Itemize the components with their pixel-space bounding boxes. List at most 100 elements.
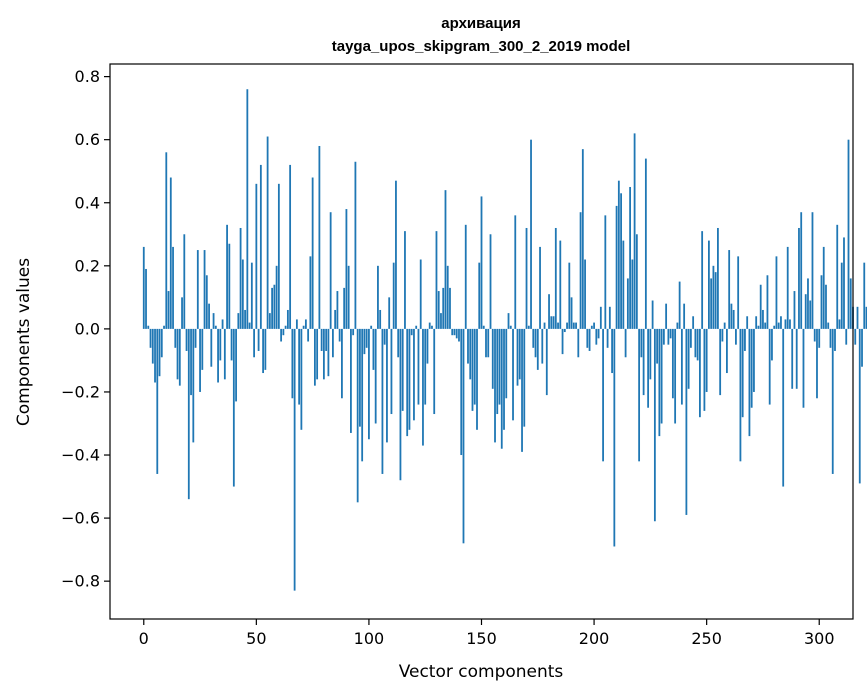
bar — [822, 246, 825, 329]
bar — [816, 328, 818, 399]
bar — [165, 152, 168, 329]
bar — [611, 328, 613, 374]
bar — [563, 328, 566, 333]
bar — [802, 328, 805, 408]
bar — [370, 325, 373, 329]
bar — [280, 328, 283, 342]
bar — [831, 328, 834, 474]
bar — [550, 316, 553, 329]
bar — [834, 328, 836, 351]
bar — [316, 328, 319, 380]
bar — [748, 328, 751, 437]
bar — [237, 313, 240, 329]
bar — [163, 325, 165, 329]
bar — [311, 177, 314, 329]
bar — [145, 268, 147, 329]
bar — [662, 328, 665, 345]
bar — [480, 196, 483, 329]
bar — [246, 89, 249, 329]
bar — [426, 328, 429, 364]
bar — [620, 193, 622, 329]
bar — [717, 227, 719, 329]
bar — [843, 237, 845, 329]
bar — [383, 328, 386, 345]
x-axis-ticks: 0 50 100 150 200 250 300 — [139, 619, 835, 648]
bar — [791, 328, 794, 389]
bar — [595, 328, 598, 345]
bar — [825, 284, 827, 329]
bar — [680, 328, 683, 405]
bar — [800, 212, 803, 329]
bar — [210, 328, 213, 367]
bar — [861, 328, 863, 367]
bar — [714, 272, 717, 329]
bar — [622, 240, 625, 329]
bar — [320, 328, 323, 351]
x-tick-label: 150 — [466, 629, 497, 648]
bar — [521, 328, 523, 452]
bar — [219, 328, 222, 361]
bar — [226, 224, 228, 329]
bar — [446, 265, 449, 329]
bar — [408, 328, 411, 430]
bar — [811, 212, 814, 329]
bar — [847, 139, 850, 329]
bar — [392, 262, 395, 329]
bar — [172, 246, 174, 329]
bar — [786, 246, 789, 329]
bar — [500, 328, 503, 449]
bar — [737, 256, 740, 329]
bar — [608, 306, 611, 329]
bar — [313, 328, 316, 386]
bar — [638, 328, 641, 462]
x-tick-label: 0 — [139, 629, 149, 648]
bar — [777, 322, 780, 329]
bar — [390, 328, 393, 415]
bar — [458, 328, 460, 342]
bar — [527, 325, 530, 329]
bar — [401, 328, 404, 411]
bar — [203, 250, 206, 329]
bar — [142, 246, 145, 329]
bar — [548, 294, 550, 329]
bar — [807, 278, 809, 329]
bar — [496, 328, 499, 415]
bar — [435, 231, 438, 329]
bar — [248, 322, 251, 329]
bar — [309, 256, 312, 329]
bar — [653, 328, 656, 522]
bar — [856, 306, 859, 329]
bar — [377, 265, 379, 329]
bar — [212, 313, 215, 329]
bar — [327, 328, 330, 377]
bar — [158, 328, 161, 377]
bar — [726, 328, 728, 374]
x-tick-label: 50 — [246, 629, 266, 648]
bar — [865, 306, 867, 329]
bar — [723, 322, 726, 329]
bar — [354, 161, 357, 329]
bar — [365, 328, 368, 348]
bar — [858, 328, 861, 484]
bar — [433, 328, 436, 415]
bar — [273, 284, 276, 329]
bar — [759, 284, 762, 329]
bar — [347, 265, 350, 329]
bar — [525, 227, 528, 329]
bar — [372, 328, 375, 370]
bar — [257, 328, 260, 351]
bar — [516, 328, 519, 386]
bar — [196, 250, 199, 329]
bar — [341, 328, 343, 399]
bar — [473, 328, 476, 405]
bar — [705, 328, 708, 392]
bar — [289, 164, 292, 329]
bar — [766, 275, 769, 329]
bar — [795, 328, 798, 389]
bar — [187, 328, 190, 500]
bar — [338, 328, 341, 342]
bar — [584, 259, 586, 329]
x-tick-label: 100 — [354, 629, 385, 648]
bar — [453, 328, 456, 336]
bar — [487, 328, 490, 358]
